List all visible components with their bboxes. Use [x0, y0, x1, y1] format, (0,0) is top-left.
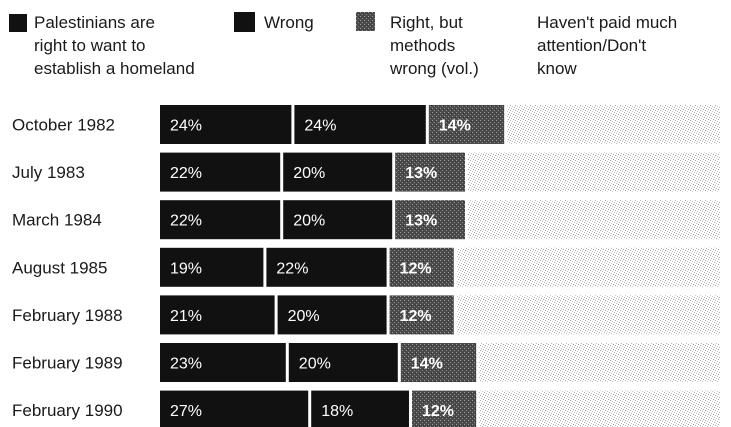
- data-label-homeland: 27%: [170, 403, 202, 420]
- data-label-right-but-methods-wrong: 14%: [411, 356, 443, 373]
- legend-label-dont-know-line-1: Haven't paid much: [537, 13, 677, 32]
- legend-label-homeland-line-2: right to want to: [34, 36, 146, 55]
- data-label-homeland: 22%: [170, 213, 202, 230]
- data-label-homeland: 19%: [170, 260, 202, 277]
- legend-label-right-but-methods-wrong-line-1: Right, but: [390, 13, 463, 32]
- bar-segment-wrong: [277, 295, 387, 335]
- data-label-homeland: 24%: [170, 118, 202, 135]
- legend-swatch-homeland: [9, 14, 27, 32]
- chart-row: August 1985 19% 22% 12%: [12, 247, 720, 287]
- bar-segment-wrong: [283, 152, 393, 192]
- bar-segment-dont-know: [468, 200, 720, 240]
- legend-label-wrong-line-1: Wrong: [264, 13, 314, 32]
- data-label-wrong: 20%: [299, 356, 331, 373]
- bar-segment-dont-know: [456, 247, 720, 287]
- bar-segment-right-but-methods-wrong: [428, 105, 505, 144]
- data-label-right-but-methods-wrong: 12%: [422, 403, 454, 420]
- legend-label-right-but-methods-wrong-line-2: methods: [390, 36, 455, 55]
- legend-label-homeland: Palestinians are right to want to establ…: [34, 13, 195, 78]
- data-label-wrong: 22%: [276, 260, 308, 277]
- bar-segment-wrong: [266, 247, 387, 287]
- legend-label-right-but-methods-wrong: Right, but methods wrong (vol.): [389, 13, 479, 78]
- data-label-wrong: 20%: [288, 308, 320, 325]
- chart-row: October 1982 24% 24% 14%: [12, 105, 720, 144]
- bar-segment-dont-know: [456, 295, 720, 335]
- legend-item-dont-know: Haven't paid much attention/Don't know: [537, 13, 682, 78]
- data-label-right-but-methods-wrong: 13%: [405, 165, 437, 182]
- data-label-wrong: 18%: [321, 403, 353, 420]
- bar-segment-homeland: [160, 200, 281, 240]
- data-label-homeland: 23%: [170, 356, 202, 373]
- bar-segment-homeland: [160, 295, 275, 335]
- legend-swatch-wrong: [234, 12, 255, 32]
- category-label: February 1990: [12, 401, 123, 420]
- data-label-homeland: 22%: [170, 165, 202, 182]
- bar-segment-dont-know: [507, 105, 720, 144]
- category-label: August 1985: [12, 258, 107, 277]
- bar-segment-dont-know: [479, 390, 720, 427]
- chart-row: July 1983 22% 20% 13%: [12, 152, 720, 192]
- bar-segment-dont-know: [479, 343, 720, 382]
- bar-segment-wrong: [294, 105, 426, 144]
- legend-swatch-right-but-methods-wrong: [356, 12, 375, 31]
- chart-rows: October 1982 24% 24% 14%July 1983 22% 20% 13%M…: [12, 105, 720, 427]
- legend-label-wrong: Wrong: [264, 13, 314, 32]
- chart-row: February 1990 27% 18% 12%: [12, 390, 720, 427]
- bar-segment-right-but-methods-wrong: [400, 343, 477, 382]
- legend-label-homeland-line-3: establish a homeland: [34, 59, 195, 78]
- bar-segment-homeland: [160, 152, 281, 192]
- legend-item-wrong: Wrong: [234, 12, 314, 32]
- category-label: July 1983: [12, 163, 85, 182]
- legend-item-homeland: Palestinians are right to want to establ…: [9, 13, 195, 78]
- data-label-right-but-methods-wrong: 12%: [400, 260, 432, 277]
- legend-label-dont-know-line-3: know: [537, 59, 577, 78]
- bar-segment-right-but-methods-wrong: [412, 390, 477, 427]
- legend-label-right-but-methods-wrong-line-3: wrong (vol.): [389, 59, 479, 78]
- chart-row: February 1988 21% 20% 12%: [12, 295, 720, 335]
- data-label-wrong: 20%: [293, 165, 325, 182]
- data-label-right-but-methods-wrong: 12%: [400, 308, 432, 325]
- legend: Palestinians are right to want to establ…: [9, 12, 682, 78]
- category-label: February 1988: [12, 306, 123, 325]
- bar-segment-homeland: [160, 390, 309, 427]
- bar-segment-right-but-methods-wrong: [389, 247, 454, 287]
- bar-segment-right-but-methods-wrong: [395, 200, 465, 240]
- legend-item-right-but-methods-wrong: Right, but methods wrong (vol.): [356, 12, 479, 78]
- data-label-wrong: 20%: [293, 213, 325, 230]
- category-label: March 1984: [12, 211, 102, 230]
- bar-segment-homeland: [160, 343, 286, 382]
- bar-segment-homeland: [160, 247, 264, 287]
- bar-segment-homeland: [160, 105, 292, 144]
- legend-label-dont-know: Haven't paid much attention/Don't know: [537, 13, 682, 78]
- chart-row: March 1984 22% 20% 13%: [12, 200, 720, 240]
- data-label-wrong: 24%: [304, 118, 336, 135]
- bar-segment-wrong: [311, 390, 409, 427]
- chart-row: February 1989 23% 20% 14%: [12, 343, 720, 382]
- bar-segment-wrong: [288, 343, 398, 382]
- category-label: February 1989: [12, 354, 123, 373]
- legend-label-dont-know-line-2: attention/Don't: [537, 36, 646, 55]
- bar-segment-right-but-methods-wrong: [389, 295, 454, 335]
- bar-segment-right-but-methods-wrong: [395, 152, 465, 192]
- legend-label-homeland-line-1: Palestinians are: [34, 13, 155, 32]
- bar-segment-wrong: [283, 200, 393, 240]
- data-label-right-but-methods-wrong: 14%: [439, 118, 471, 135]
- category-label: October 1982: [12, 116, 115, 135]
- data-label-right-but-methods-wrong: 13%: [405, 213, 437, 230]
- data-label-homeland: 21%: [170, 308, 202, 325]
- bar-segment-dont-know: [468, 152, 720, 192]
